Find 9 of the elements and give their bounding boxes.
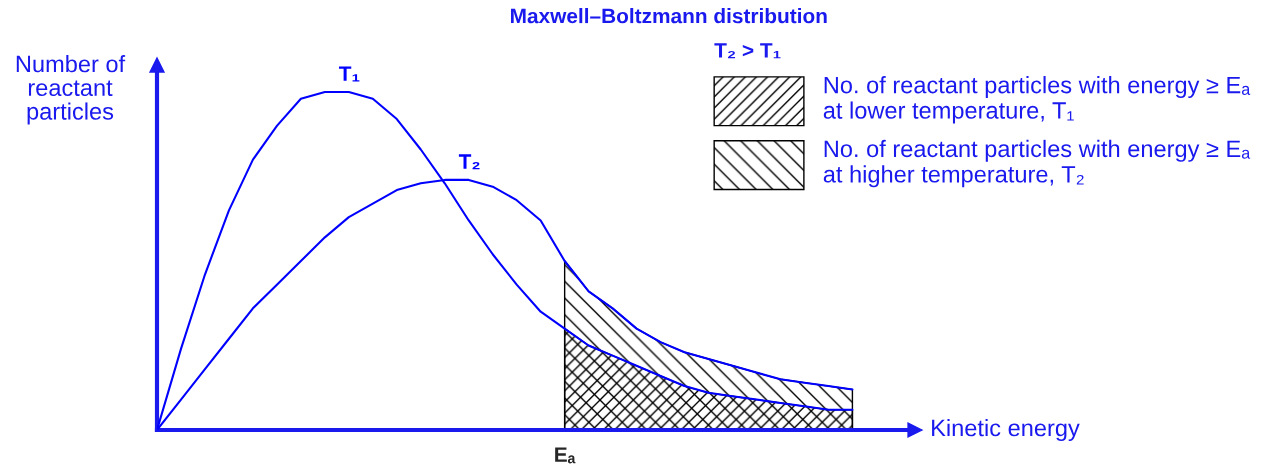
series-label: T₂ [458, 154, 480, 170]
x-axis-title: Kinetic energy [932, 418, 1080, 442]
legend-title: T₂ > T₁ [714, 43, 781, 59]
y-axis-title: Number of reactant particles [16, 55, 126, 125]
series-label: T₁ [338, 66, 360, 82]
legend-label: No. of reactant particles with energy ≥ Eₐ at higher temperature, T₂ [823, 139, 1251, 188]
annotation: Eₐ [555, 447, 576, 464]
legend-label: No. of reactant particles with energy ≥ Eₐ at lower temperature, T₁ [823, 76, 1251, 124]
chart-title: Maxwell–Boltzmann distribution [511, 8, 827, 24]
